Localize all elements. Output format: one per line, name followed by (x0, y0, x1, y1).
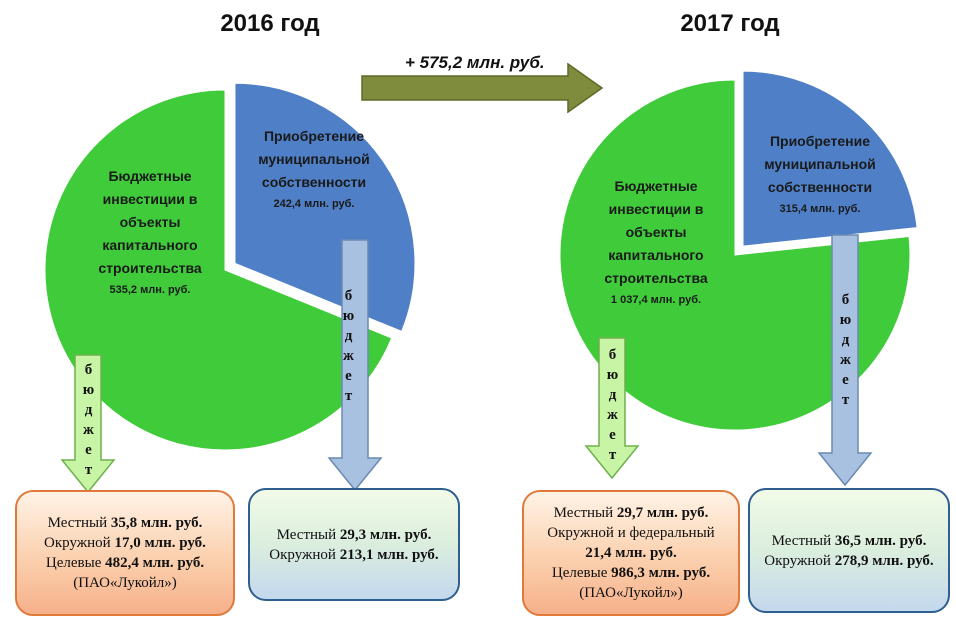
funding-arrow (327, 239, 383, 492)
source-amount: 17,0 млн. руб. (114, 535, 206, 551)
breakdown-line: Местный 35,8 млн. руб. (48, 513, 203, 533)
slice-label: Приобретение муниципальной собственности… (750, 130, 890, 215)
slice-category: Бюджетные инвестиции в объекты капитальн… (98, 168, 202, 276)
source-name: Окружной (764, 552, 831, 569)
funding-arrow (817, 234, 873, 487)
source-name: Местный (276, 526, 337, 543)
source-amount: 21,4 млн. руб. (585, 545, 677, 561)
source-amount: 278,9 млн. руб. (834, 552, 934, 569)
source-amount: 29,7 млн. руб. (616, 505, 709, 521)
source-amount: 29,3 млн. руб. (339, 526, 432, 543)
slice-label: Бюджетные инвестиции в объекты капитальн… (581, 175, 731, 306)
pie-slice (234, 82, 416, 333)
breakdown-box: Местный 29,3 млн. руб. Окружной 213,1 млн… (248, 488, 460, 601)
breakdown-line: Окружной 213,1 млн. руб. (269, 545, 438, 565)
funding-label: бюджет (80, 362, 97, 482)
slice-label: Бюджетные инвестиции в объекты капитальн… (75, 165, 225, 296)
source-name: Местный (47, 515, 108, 531)
breakdown-note: (ПАО«Лукойл») (579, 585, 683, 601)
breakdown-box: Местный 35,8 млн. руб. Окружной 17,0 млн.… (15, 490, 235, 616)
source-name: Целевые (551, 565, 608, 581)
source-name: Местный (553, 505, 614, 521)
breakdown-note: (ПАО«Лукойл») (73, 575, 177, 591)
breakdown-line: Окружной 17,0 млн. руб. (44, 533, 206, 553)
source-name: Местный (771, 532, 832, 549)
funding-label: бюджет (604, 347, 621, 467)
slice-value: 315,4 млн. руб. (779, 203, 861, 215)
slice-label: Приобретение муниципальной собственности… (244, 125, 384, 210)
slice-category: Бюджетные инвестиции в объекты капитальн… (604, 178, 708, 286)
source-amount: 213,1 млн. руб. (339, 546, 439, 563)
funding-arrow (584, 337, 640, 480)
source-amount: 986,3 млн. руб. (611, 565, 711, 581)
slice-value: 1 037,4 млн. руб. (610, 294, 702, 306)
breakdown-line: Окружной и федеральный 21,4 млн. руб. (536, 523, 726, 563)
breakdown-line: Местный 36,5 млн. руб. (772, 531, 927, 551)
source-name: Окружной и федеральный (547, 525, 715, 541)
slice-category: Приобретение муниципальной собственности (764, 133, 876, 195)
slice-category: Приобретение муниципальной собственности (258, 128, 370, 190)
breakdown-line: Целевые 482,4 млн. руб. (46, 553, 204, 573)
transition-arrow (361, 62, 604, 114)
chart-title: 2017 год (680, 10, 780, 37)
breakdown-line: Окружной 278,9 млн. руб. (764, 551, 933, 571)
source-name: Окружной (269, 546, 336, 563)
transition-label: + 575,2 млн. руб. (405, 53, 545, 72)
breakdown-box: Местный 36,5 млн. руб. Окружной 278,9 млн… (748, 488, 950, 613)
funding-arrow (60, 354, 116, 494)
source-amount: 35,8 млн. руб. (110, 515, 203, 531)
breakdown-line: Местный 29,3 млн. руб. (277, 525, 432, 545)
funding-label: бюджет (340, 288, 357, 408)
breakdown-box: Местный 29,7 млн. руб. Окружной и федерал… (522, 490, 740, 616)
breakdown-line: Целевые 986,3 млн. руб. (552, 563, 710, 583)
source-name: Окружной (44, 535, 111, 551)
breakdown-line: Местный 29,7 млн. руб. (554, 503, 709, 523)
source-amount: 482,4 млн. руб. (105, 555, 205, 571)
slice-value: 535,2 млн. руб. (109, 284, 191, 296)
source-amount: 36,5 млн. руб. (834, 532, 927, 549)
chart-title: 2016 год (220, 10, 320, 37)
funding-label: бюджет (837, 292, 854, 412)
slice-value: 242,4 млн. руб. (273, 198, 355, 210)
source-name: Целевые (45, 555, 102, 571)
pie-slice (742, 70, 918, 247)
